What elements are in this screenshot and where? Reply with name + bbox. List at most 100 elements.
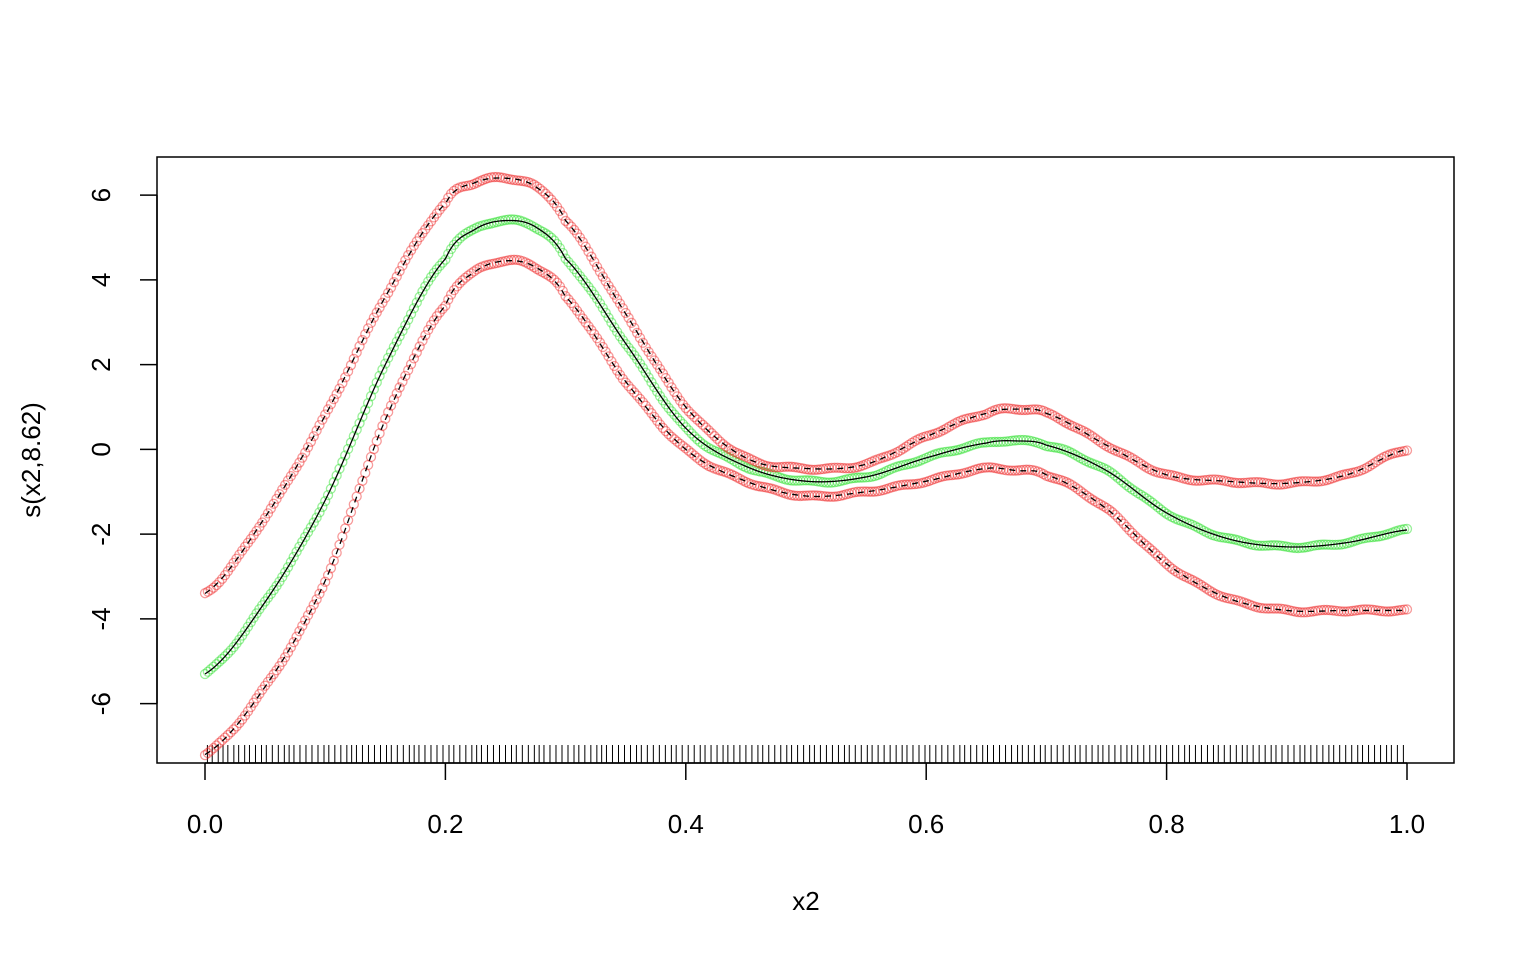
data-point <box>337 456 348 468</box>
data-point <box>477 261 488 272</box>
data-point <box>600 346 611 357</box>
data-point <box>1347 467 1358 478</box>
data-point <box>563 218 574 229</box>
data-point <box>448 185 460 196</box>
data-point <box>634 393 646 405</box>
data-point <box>1064 446 1075 457</box>
data-point <box>714 436 726 447</box>
data-point <box>1164 510 1175 521</box>
data-point <box>460 180 471 192</box>
data-point <box>383 352 394 364</box>
data-point <box>554 242 566 254</box>
data-point <box>385 347 397 358</box>
data-point <box>440 300 451 311</box>
data-point <box>340 450 351 461</box>
data-point <box>720 441 732 452</box>
data-point <box>1081 427 1092 438</box>
data-point <box>483 172 494 184</box>
data-point <box>368 312 380 323</box>
data-point <box>1350 466 1361 478</box>
data-point <box>1398 524 1410 535</box>
data-point <box>454 233 465 244</box>
data-point <box>1075 452 1086 464</box>
data-point <box>1201 527 1212 538</box>
data-point <box>692 452 703 464</box>
data-point <box>875 453 886 464</box>
data-point <box>883 483 895 494</box>
data-point <box>400 255 411 266</box>
data-point <box>383 287 394 298</box>
data-point <box>640 342 651 353</box>
data-point <box>574 309 586 320</box>
data-point <box>700 422 711 433</box>
data-point <box>360 404 371 416</box>
data-point <box>342 443 354 455</box>
y-tick-label: 2 <box>86 357 116 371</box>
data-point <box>371 307 382 318</box>
data-point <box>958 414 969 425</box>
data-point <box>652 386 663 397</box>
data-point <box>726 454 737 465</box>
data-point <box>1078 426 1089 437</box>
data-point <box>757 459 769 471</box>
data-point <box>1026 464 1038 476</box>
data-point <box>302 610 314 621</box>
data-point <box>1087 431 1098 442</box>
data-point <box>717 449 729 460</box>
data-point <box>463 226 474 238</box>
data-point <box>1152 550 1164 562</box>
data-point <box>1089 433 1101 444</box>
data-point <box>1215 532 1227 543</box>
data-point <box>984 462 995 473</box>
data-point <box>732 457 743 468</box>
data-point <box>237 630 248 641</box>
data-point <box>755 466 766 477</box>
data-point <box>611 326 623 338</box>
data-point <box>583 281 594 293</box>
data-point <box>308 517 319 528</box>
data-point <box>1109 470 1121 481</box>
data-point <box>1178 570 1189 582</box>
data-point <box>237 714 248 725</box>
data-point <box>1356 604 1367 615</box>
data-point <box>952 416 963 428</box>
data-point <box>317 501 328 513</box>
data-point <box>526 220 537 231</box>
data-point <box>755 458 766 469</box>
data-point <box>322 489 334 501</box>
data-point <box>749 465 760 476</box>
data-point <box>1067 448 1078 459</box>
data-point <box>297 620 308 632</box>
data-point <box>626 384 637 395</box>
data-point <box>480 219 491 230</box>
data-point <box>320 496 331 507</box>
data-point <box>800 463 812 475</box>
data-point <box>508 254 520 265</box>
data-point <box>254 688 265 700</box>
data-point <box>297 536 308 547</box>
data-point <box>746 479 757 490</box>
data-point <box>855 461 866 472</box>
series-lower-band <box>199 254 1413 761</box>
data-point <box>1387 527 1398 538</box>
data-point <box>672 391 683 402</box>
data-point <box>294 626 305 637</box>
data-point <box>202 666 214 677</box>
y-tick-label: -6 <box>86 692 116 715</box>
data-point <box>1290 542 1301 554</box>
data-point <box>403 314 414 325</box>
data-point <box>317 582 328 594</box>
data-point <box>1281 478 1292 489</box>
data-point <box>214 656 225 667</box>
data-point <box>1055 474 1066 486</box>
data-point <box>1255 477 1267 488</box>
data-point <box>1190 521 1201 532</box>
data-point <box>1092 497 1104 509</box>
data-point <box>205 664 216 675</box>
data-point <box>225 561 236 573</box>
data-point <box>906 437 918 449</box>
data-point <box>755 481 766 492</box>
data-point <box>1009 404 1021 415</box>
data-point <box>726 445 737 456</box>
data-point <box>225 645 236 656</box>
